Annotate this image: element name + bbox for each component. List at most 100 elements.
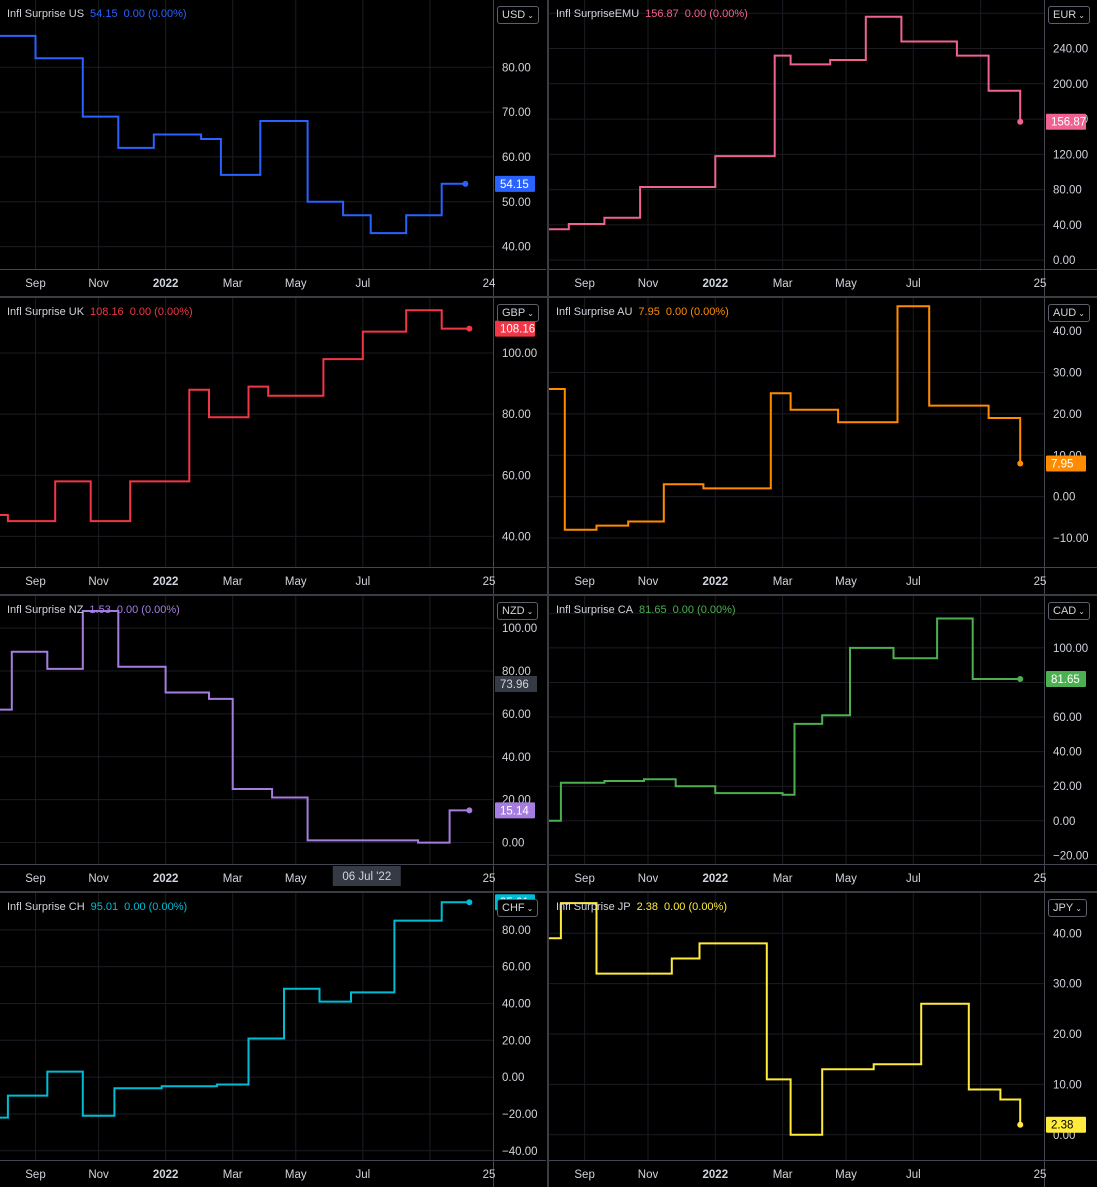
x-tick-label: Nov [638, 278, 659, 290]
chart-pane-ch[interactable]: 80.00 60.00 40.00 20.00 0.00 −20.00 −40.00 Sep N… [0, 893, 546, 1187]
currency-label: JPY [1053, 902, 1074, 914]
y-tick-label: 0.00 [502, 838, 524, 850]
y-tick-label: 40.00 [502, 242, 531, 254]
x-tick-label: Sep [574, 873, 594, 885]
series-title[interactable]: Infl Surprise CH [7, 901, 85, 913]
grid [0, 0, 493, 269]
series-title[interactable]: Infl Surprise US [7, 8, 85, 20]
x-tick-label: Mar [773, 1169, 793, 1181]
series-title[interactable]: Infl Surprise NZ [7, 604, 84, 616]
series-title[interactable]: Infl Surprise CA [556, 604, 634, 616]
x-tick-label: May [835, 576, 857, 588]
y-tick-label: 80.00 [502, 409, 531, 421]
pane-separator[interactable] [0, 891, 1097, 893]
y-tick-label: 120.00 [1053, 149, 1088, 161]
pane-separator[interactable] [547, 0, 549, 1187]
y-tick-label: 30.00 [1053, 979, 1082, 991]
y-tick-label: 0.00 [1053, 1130, 1075, 1142]
currency-button[interactable]: EUR ⌄ [1048, 6, 1090, 24]
y-tick-label: 10.00 [1053, 1079, 1082, 1091]
chart-pane-jp[interactable]: 40.00 30.00 20.00 10.00 0.00 Sep Nov 2022 Mar May… [549, 893, 1097, 1187]
chevron-down-icon: ⌄ [527, 309, 534, 318]
x-tick-label: Jul [355, 1169, 370, 1181]
x-tick-label: May [285, 576, 307, 588]
chevron-down-icon: ⌄ [1078, 607, 1085, 616]
last-point [466, 325, 473, 332]
x-tick-label: 25 [1034, 873, 1047, 885]
x-tick-label: Nov [638, 1169, 659, 1181]
y-tick-label: 40.00 [1053, 928, 1082, 940]
last-value-badge [1046, 113, 1086, 130]
currency-button[interactable]: USD ⌄ [497, 6, 539, 24]
y-tick-label: 100.00 [502, 623, 537, 635]
series-change: 0.00 (0.00%) [123, 8, 187, 20]
series-value: 2.38 [636, 901, 659, 913]
series-value: 1.53 [89, 604, 111, 616]
chart-pane-us[interactable]: 80.00 70.00 60.00 50.00 40.00 Sep Nov 2022 Mar Ma… [0, 0, 546, 296]
x-tick-label: Mar [773, 278, 793, 290]
series-line-emu [549, 15, 1022, 231]
x-tick-label: Nov [638, 873, 659, 885]
y-tick-label: 20.00 [502, 1035, 531, 1047]
currency-button[interactable]: CHF ⌄ [497, 899, 539, 917]
pane-separator[interactable] [0, 296, 1097, 298]
y-tick-label: 60.00 [502, 470, 531, 482]
currency-button[interactable]: CAD ⌄ [1048, 602, 1090, 620]
grid [0, 596, 493, 864]
chart-pane-au[interactable]: 40.0030.0020.0010.000.00−10.00SepNov2022… [549, 298, 1097, 594]
chart-pane-emu[interactable]: 280.00240.00200.00160.00120.0080.0040.00… [549, 0, 1097, 296]
currency-button[interactable]: GBP ⌄ [497, 304, 539, 322]
y-tick-label: 70.00 [502, 107, 531, 119]
y-tick-label: 0.00 [1053, 816, 1075, 828]
currency-button[interactable]: NZD ⌄ [497, 602, 539, 620]
series-change: 0.00 (0.00%) [665, 306, 729, 318]
y-tick-label: 40.00 [502, 752, 531, 764]
series-value: 81.65 [639, 604, 667, 616]
last-point [1017, 1121, 1024, 1128]
grid [549, 0, 1044, 269]
chevron-down-icon: ⌄ [1078, 11, 1085, 20]
series-value: 7.95 [638, 306, 660, 318]
chart-pane-nz[interactable]: 100.00 80.00 60.00 40.00 20.00 0.00 Sep Nov 2022… [0, 596, 546, 891]
x-tick-label: Sep [25, 576, 45, 588]
y-tick-label: 0.00 [1053, 492, 1075, 504]
currency-button[interactable]: AUD ⌄ [1048, 304, 1090, 322]
x-tick-label: Nov [88, 576, 109, 588]
chart-svg-emu: 280.00240.00200.00160.00120.0080.0040.00… [549, 0, 1097, 296]
series-change: 0.00 (0.00%) [116, 604, 180, 616]
series-change: 0.00 (0.00%) [124, 901, 188, 913]
chart-pane-ca[interactable]: 120.00100.0080.0060.0040.0020.000.00−20.… [549, 596, 1097, 891]
y-tick-label: 30.00 [1053, 367, 1082, 379]
last-point [462, 180, 469, 187]
chevron-down-icon: ⌄ [526, 607, 534, 616]
chart-svg-jp: 40.00 30.00 20.00 10.00 0.00 Sep Nov 2022 Mar May… [549, 893, 1097, 1187]
series-change: 0.00 (0.00%) [129, 306, 193, 318]
legend: Infl Surprise JP 2.38 0.00 (0.00%) [556, 901, 727, 913]
legend: Infl Surprise UK 108.16 0.00 (0.00%) [7, 306, 193, 318]
y-tick-label: −40.00 [502, 1146, 538, 1158]
currency-label: GBP [502, 307, 526, 319]
series-title[interactable]: Infl Surprise JP [556, 901, 631, 913]
currency-label: CAD [1053, 605, 1077, 617]
pane-separator[interactable] [0, 594, 1097, 596]
last-value-badge [1046, 670, 1086, 687]
series-title[interactable]: Infl Surprise AU [556, 306, 633, 318]
series-value: 95.01 [90, 901, 119, 913]
x-tick-label: 2022 [703, 873, 729, 885]
y-tick-label: 100.00 [502, 348, 537, 360]
y-tick-label: −20.00 [502, 1109, 538, 1121]
x-tick-label: 2022 [703, 576, 729, 588]
last-value-label: 15.14 [500, 805, 529, 817]
series-line-ch [0, 901, 470, 1119]
series-title[interactable]: Infl SurpriseEMU [556, 8, 640, 20]
chart-pane-uk[interactable]: 100.00 80.00 60.00 40.00 Sep Nov 2022 Mar May Jul… [0, 298, 546, 594]
currency-button[interactable]: JPY ⌄ [1048, 899, 1087, 917]
series-change: 0.00 (0.00%) [684, 8, 748, 20]
currency-label: EUR [1053, 9, 1077, 21]
series-line-jp [549, 902, 1022, 1136]
y-tick-label: 80.00 [502, 62, 531, 74]
x-tick-label: Mar [773, 576, 793, 588]
series-title[interactable]: Infl Surprise UK [7, 306, 85, 318]
y-tick-label: 20.00 [1053, 409, 1082, 421]
